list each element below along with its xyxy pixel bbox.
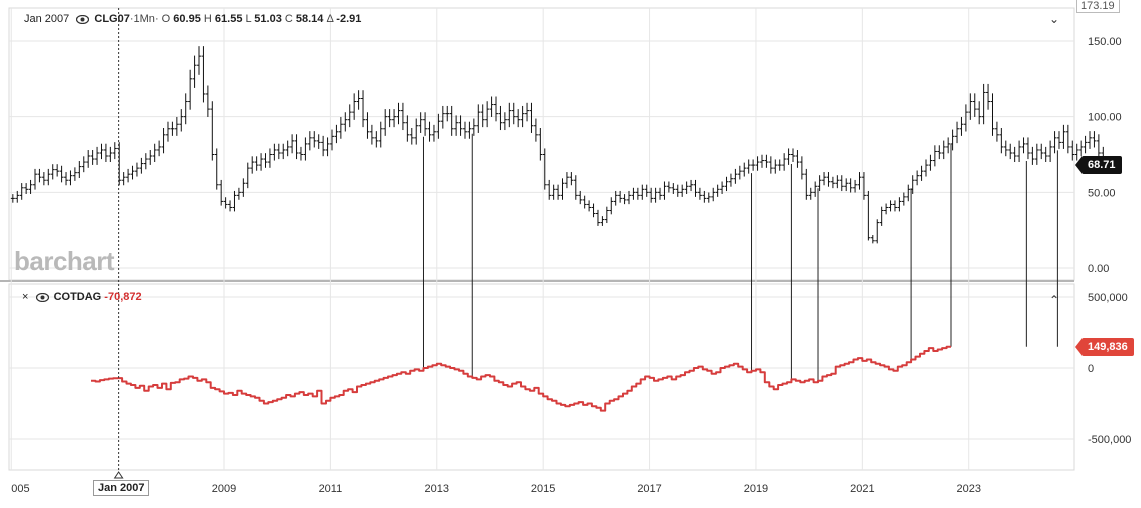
crosshair-date-label: Jan 2007 (93, 480, 150, 496)
upper-legend: Jan 2007 CLG07·1Mn· O 60.95 H 61.55 L 51… (24, 13, 362, 25)
collapse-lower-pane-icon[interactable]: ⌃ (1049, 293, 1060, 307)
clipped-axis-value: 173.19 (1076, 0, 1120, 13)
x-tick-label: 2021 (850, 483, 874, 495)
legend-delta: -2.91 (336, 13, 362, 25)
legend-date: Jan 2007 (24, 13, 70, 25)
cot-series-line (91, 345, 951, 412)
barchart-watermark: barchart (14, 246, 115, 276)
x-tick-label: 2023 (956, 483, 980, 495)
x-tick-label: 2013 (425, 483, 449, 495)
legend-interval: 1Mn (133, 13, 155, 25)
legend-c-label: C (284, 13, 293, 25)
legend-high: 61.55 (214, 13, 243, 25)
last-price-badge: 68.71 (1075, 156, 1122, 175)
x-tick-label: 2009 (212, 483, 236, 495)
crosshair-marker (113, 471, 124, 479)
x-tick-label: 2019 (744, 483, 768, 495)
collapse-upper-pane-icon[interactable]: ⌄ (1049, 12, 1060, 26)
cot-y-tick-label: 0 (1088, 363, 1094, 375)
price-y-tick-label: 50.00 (1088, 187, 1116, 199)
eye-icon[interactable] (76, 14, 90, 24)
x-tick-label: 005 (11, 483, 29, 495)
legend-symbol[interactable]: CLG07 (94, 13, 130, 25)
remove-study-icon[interactable]: × (22, 291, 29, 303)
legend-l-label: L (245, 13, 252, 25)
legend-delta-label: Δ (326, 13, 334, 25)
cot-pane-frame (8, 283, 1075, 471)
cot-y-tick-label: -500,000 (1088, 434, 1131, 446)
price-y-tick-label: 0.00 (1088, 263, 1109, 275)
legend-open: 60.95 (173, 13, 201, 25)
price-pane-frame (8, 7, 1075, 281)
last-cot-badge: 149,836 (1075, 337, 1134, 356)
price-y-tick-label: 150.00 (1088, 36, 1122, 48)
legend-close: 58.14 (295, 13, 324, 25)
lower-legend: × COTDAG -70,872 (22, 291, 142, 303)
study-name[interactable]: COTDAG (53, 291, 102, 303)
eye-icon[interactable] (35, 292, 49, 302)
price-y-tick-label: 100.00 (1088, 112, 1122, 124)
cot-y-tick-label: 500,000 (1088, 292, 1128, 304)
legend-o-label: O (161, 13, 171, 25)
x-tick-label: 2011 (319, 483, 343, 495)
legend-low: 51.03 (254, 13, 282, 25)
legend-h-label: H (203, 13, 212, 25)
study-value: -70,872 (104, 291, 142, 303)
x-tick-label: 2017 (637, 483, 661, 495)
x-tick-label: 2015 (531, 483, 555, 495)
